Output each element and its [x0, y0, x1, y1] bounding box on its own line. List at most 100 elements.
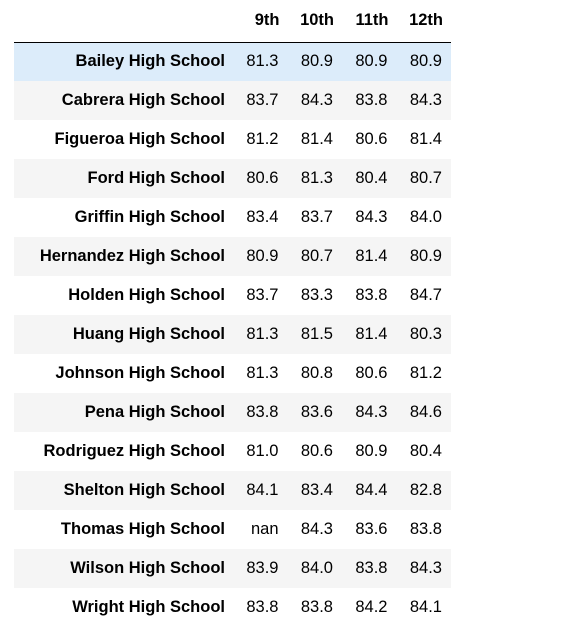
table-row: Hernandez High School 80.9 80.7 81.4 80.9 [14, 237, 451, 276]
score-cell: 83.8 [355, 286, 388, 304]
score-cell: 81.3 [300, 169, 333, 187]
score-cell: 81.2 [409, 364, 442, 382]
table-row: Ford High School 80.6 81.3 80.4 80.7 [14, 159, 451, 198]
score-cell: 80.9 [409, 247, 442, 265]
score-cell: 83.6 [300, 403, 333, 421]
school-name-cell: Johnson High School [55, 364, 225, 382]
column-header-10th: 10th [287, 0, 342, 43]
score-cell: 81.5 [300, 325, 333, 343]
score-cell: 83.7 [246, 286, 279, 304]
score-cell: 84.6 [409, 403, 442, 421]
score-cell: 80.4 [355, 169, 388, 187]
score-cell: 83.7 [246, 91, 279, 109]
score-cell: 84.0 [409, 208, 442, 226]
table-row: Johnson High School 81.3 80.8 80.6 81.2 [14, 354, 451, 393]
table-row: Cabrera High School 83.7 84.3 83.8 84.3 [14, 81, 451, 120]
score-cell: 83.6 [355, 520, 388, 538]
score-cell: 80.6 [355, 130, 388, 148]
column-header-9th: 9th [233, 0, 288, 43]
score-cell: 84.3 [300, 91, 333, 109]
school-name-cell: Figueroa High School [54, 130, 225, 148]
index-header [14, 0, 233, 43]
column-header-12th: 12th [396, 0, 451, 43]
score-cell: 80.6 [300, 442, 333, 460]
score-cell: 81.3 [246, 52, 279, 71]
score-cell: 84.3 [300, 520, 333, 538]
score-cell: 81.0 [246, 442, 279, 460]
table-row: Holden High School 83.7 83.3 83.8 84.7 [14, 276, 451, 315]
score-cell: 80.8 [300, 364, 333, 382]
school-name-cell: Griffin High School [74, 208, 225, 226]
table-row: Pena High School 83.8 83.6 84.3 84.6 [14, 393, 451, 432]
score-cell: 83.3 [300, 286, 333, 304]
score-cell: 80.9 [355, 52, 388, 71]
school-name-cell: Thomas High School [60, 520, 225, 538]
score-cell: 84.0 [300, 559, 333, 577]
table-row: Rodriguez High School 81.0 80.6 80.9 80.4 [14, 432, 451, 471]
table-row: Thomas High School nan 84.3 83.6 83.8 [14, 510, 451, 549]
score-cell: 80.7 [409, 169, 442, 187]
score-cell: 84.3 [409, 559, 442, 577]
school-name-cell: Rodriguez High School [43, 442, 226, 460]
score-cell: 80.4 [409, 442, 442, 460]
score-cell: 81.4 [355, 247, 388, 265]
school-name-cell: Hernandez High School [39, 247, 225, 265]
score-cell: 83.4 [246, 208, 279, 226]
score-cell: 81.4 [300, 130, 333, 148]
score-cell: 83.4 [300, 481, 333, 499]
score-cell: 81.3 [246, 325, 279, 343]
school-name-cell: Cabrera High School [61, 91, 225, 109]
score-cell: 81.2 [246, 130, 279, 148]
score-cell: 80.6 [246, 169, 279, 187]
score-cell: 80.9 [246, 247, 279, 265]
score-cell: 82.8 [409, 481, 442, 499]
score-cell: nan [250, 520, 279, 538]
score-cell: 83.8 [300, 598, 333, 616]
score-cell: 84.4 [355, 481, 388, 499]
score-cell: 84.3 [355, 403, 388, 421]
dataframe-output: 9th 10th 11th 12th Bailey High School 81.3 80… [14, 0, 451, 627]
score-cell: 80.6 [355, 364, 388, 382]
table-header: 9th 10th 11th 12th [14, 0, 451, 43]
score-cell: 84.3 [409, 91, 442, 109]
table-row: Huang High School 81.3 81.5 81.4 80.3 [14, 315, 451, 354]
school-name-cell: Wilson High School [70, 559, 225, 577]
score-cell: 83.9 [246, 559, 279, 577]
school-name-cell: Shelton High School [63, 481, 225, 499]
score-cell: 83.7 [300, 208, 333, 226]
score-cell: 84.1 [409, 598, 442, 616]
table-row: Wright High School 83.8 83.8 84.2 84.1 [14, 588, 451, 627]
score-cell: 83.8 [246, 598, 279, 616]
score-cell: 83.8 [409, 520, 442, 538]
school-name-cell: Ford High School [87, 169, 226, 187]
table-row: Wilson High School 83.9 84.0 83.8 84.3 [14, 549, 451, 588]
score-cell: 80.7 [300, 247, 333, 265]
table-row: Figueroa High School 81.2 81.4 80.6 81.4 [14, 120, 451, 159]
score-cell: 83.8 [246, 403, 279, 421]
score-cell: 84.7 [409, 286, 442, 304]
table-row: Shelton High School 84.1 83.4 84.4 82.8 [14, 471, 451, 510]
score-cell: 83.8 [355, 559, 388, 577]
table-body: Bailey High School 81.3 80.9 80.9 80.9 Cabrer… [14, 42, 451, 627]
score-cell: 80.9 [300, 52, 333, 71]
school-name-cell: Pena High School [84, 403, 225, 421]
column-header-11th: 11th [342, 0, 397, 43]
scores-by-grade-table: 9th 10th 11th 12th Bailey High School 81.3 80… [14, 0, 451, 627]
score-cell: 84.1 [246, 481, 279, 499]
score-cell: 81.4 [409, 130, 442, 148]
score-cell: 81.3 [246, 364, 279, 382]
score-cell: 80.3 [409, 325, 442, 343]
school-name-cell: Bailey High School [75, 52, 225, 71]
score-cell: 81.4 [355, 325, 388, 343]
school-name-cell: Huang High School [72, 325, 225, 343]
score-cell: 80.9 [409, 52, 442, 71]
school-name-cell: Holden High School [68, 286, 225, 304]
table-row: Bailey High School 81.3 80.9 80.9 80.9 [14, 42, 451, 81]
score-cell: 84.2 [355, 598, 388, 616]
table-row: Griffin High School 83.4 83.7 84.3 84.0 [14, 198, 451, 237]
score-cell: 83.8 [355, 91, 388, 109]
school-name-cell: Wright High School [72, 598, 225, 616]
header-row: 9th 10th 11th 12th [14, 0, 451, 43]
score-cell: 84.3 [355, 208, 388, 226]
score-cell: 80.9 [355, 442, 388, 460]
